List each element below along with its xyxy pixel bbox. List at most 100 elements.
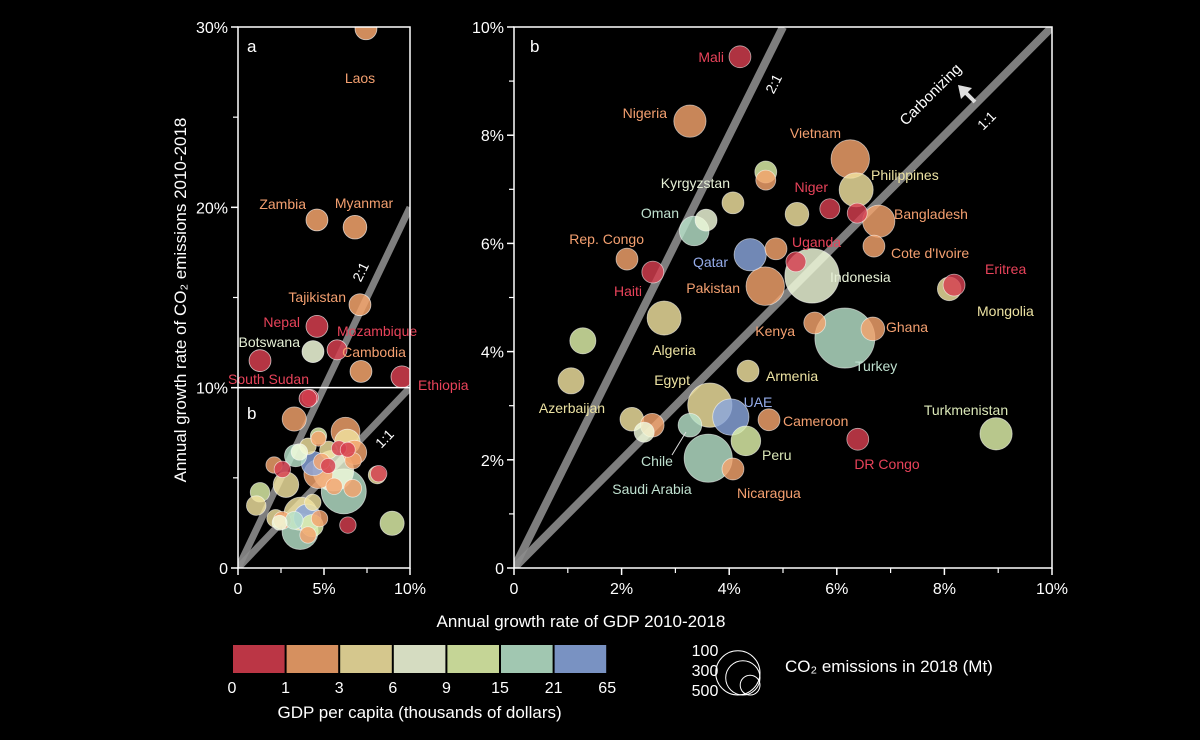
point-label: Cameroon [783, 413, 848, 429]
inset-point [310, 430, 327, 447]
reference-line-2:1 [514, 27, 787, 568]
size-legend-circle [739, 674, 761, 696]
y-axis-title: Annual growth rate of CO₂ emissions 2010… [171, 118, 190, 483]
point-label: Indonesia [830, 269, 891, 285]
data-point [348, 293, 372, 317]
point-label: Nigeria [623, 105, 668, 121]
point-label: Ethiopia [418, 377, 469, 393]
size-legend-title: CO₂ emissions in 2018 (Mt) [785, 657, 993, 676]
data-point [862, 204, 896, 238]
size-legend-label: 500 [692, 683, 719, 700]
panel-label: b [530, 37, 539, 56]
point-label: Cote d'Ivoire [891, 245, 969, 261]
y-tick-label: 2% [481, 453, 504, 470]
colorbar-tick-label: 9 [442, 680, 451, 697]
data-point [838, 172, 874, 208]
point-label: Oman [641, 205, 679, 221]
data-point [757, 408, 781, 432]
data-point [557, 367, 585, 395]
point-label: Pakistan [686, 280, 740, 296]
point-label: Armenia [766, 368, 818, 384]
data-point [305, 315, 329, 338]
point-label: Botswana [239, 334, 301, 350]
x-tick-label: 10% [1036, 581, 1068, 598]
data-point [730, 425, 762, 457]
point-label: Laos [345, 70, 375, 86]
data-point [728, 45, 752, 69]
inset-point [343, 479, 362, 498]
data-point [694, 208, 718, 232]
x-tick-label: 0 [510, 581, 519, 598]
colorbar-swatch [554, 645, 607, 673]
legend: 0 1 3 6 9 15 21 65 GDP per capita (thousands of … [228, 643, 993, 722]
data-point [301, 340, 325, 363]
x-axis-title: Annual growth rate of GDP 2010-2018 [437, 612, 726, 631]
panel-b: Mali Nigeria Vietnam Kyrgyzstan Niger Philipp… [472, 20, 1068, 598]
carbonizing-annotation: Carbonizing [897, 61, 966, 130]
x-tick-label: 10% [394, 581, 426, 598]
plot-area [238, 27, 410, 568]
y-tick-label: 10% [196, 381, 228, 398]
inset-point [325, 477, 343, 495]
carbonizing-arrow-icon [958, 85, 972, 99]
ratio-label-2-1: 2:1 [762, 71, 785, 96]
inset-point [370, 465, 388, 483]
x-tick-label: 8% [933, 581, 956, 598]
data-point [733, 238, 767, 272]
colorbar-swatch [286, 645, 339, 673]
y-tick-label: 30% [196, 20, 228, 37]
y-tick-label: 6% [481, 236, 504, 253]
colorbar-tick-label: 21 [545, 680, 563, 697]
colorbar-swatch [340, 645, 392, 673]
data-point [615, 247, 639, 271]
data-point [326, 339, 348, 361]
point-label: Mongolia [977, 303, 1034, 319]
colorbar-tick-label: 3 [335, 680, 344, 697]
x-tick-label: 6% [825, 581, 848, 598]
point-label: Ghana [886, 319, 928, 335]
inset-point [284, 511, 304, 530]
point-label: Turkmenistan [924, 402, 1008, 418]
data-point [819, 198, 841, 220]
data-point [830, 139, 870, 179]
y-tick-label: 0 [219, 561, 228, 578]
size-legend-label: 300 [692, 663, 719, 680]
data-point [298, 389, 318, 408]
data-point [745, 266, 785, 306]
size-legend-circle [725, 660, 761, 696]
point-label: Nepal [263, 314, 300, 330]
point-label: Mozambique [337, 323, 417, 339]
point-label: Saudi Arabia [612, 481, 692, 497]
colorbar-tick-label: 6 [388, 680, 397, 697]
data-point [979, 417, 1013, 451]
data-point [862, 234, 886, 258]
inset-point [310, 509, 329, 528]
y-tick-label: 0 [495, 561, 504, 578]
colorbar-title: GDP per capita (thousands of dollars) [278, 703, 562, 722]
colorbar-swatch [447, 645, 499, 673]
data-point [633, 421, 655, 443]
data-point [721, 191, 745, 215]
point-label: Kyrgyzstan [661, 175, 730, 191]
ratio-label-2-1: 2:1 [349, 259, 372, 284]
point-label: Vietnam [790, 125, 841, 141]
point-label: Kenya [755, 323, 795, 339]
data-point [784, 201, 810, 227]
data-point [860, 316, 886, 342]
reference-line-1:1 [514, 27, 1052, 568]
data-point [342, 214, 368, 240]
point-label: Mali [698, 49, 724, 65]
y-tick-label: 10% [472, 20, 504, 37]
inset-point [246, 495, 267, 516]
point-label: Rep. Congo [569, 231, 644, 247]
data-point [803, 311, 827, 335]
panel-a: Laos Zambia Myanmar Tajikistan Nepal Mozambiq… [196, 20, 469, 598]
inset-point [290, 443, 309, 461]
inset-point [320, 458, 337, 474]
point-label: Azerbaijan [539, 400, 605, 416]
x-tick-label: 4% [718, 581, 741, 598]
point-label: Algeria [652, 342, 696, 358]
x-tick-label: 5% [312, 581, 335, 598]
data-point [641, 260, 665, 284]
